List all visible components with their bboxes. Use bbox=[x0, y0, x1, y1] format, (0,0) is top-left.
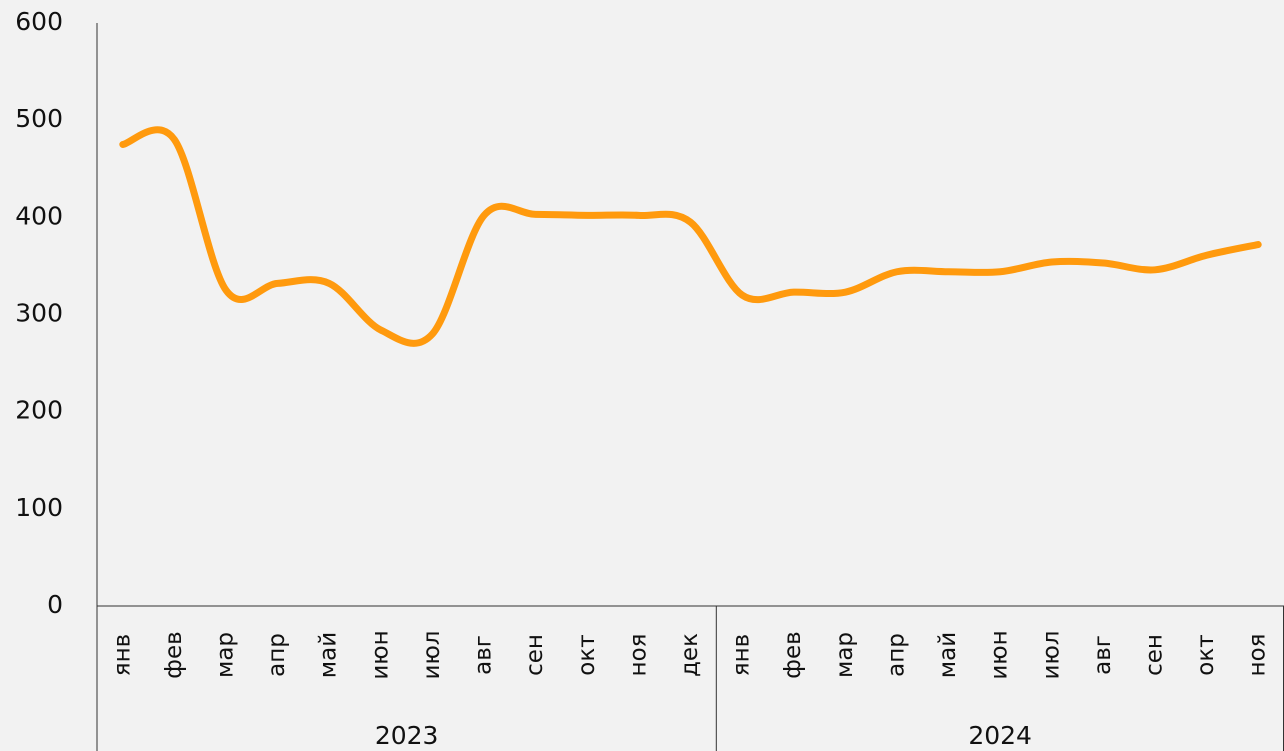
x-tick-label: окт bbox=[574, 634, 600, 675]
group-label: 2023 bbox=[375, 721, 439, 750]
x-tick-label: янв bbox=[109, 634, 135, 676]
x-tick-label: ноя bbox=[625, 634, 651, 677]
x-tick-label: ноя bbox=[1245, 634, 1271, 677]
y-tick-label: 100 bbox=[15, 493, 63, 522]
y-tick-label: 500 bbox=[15, 104, 63, 133]
x-tick-label: дек bbox=[677, 633, 703, 677]
x-tick-label: авг bbox=[471, 635, 497, 675]
x-tick-label: май bbox=[935, 632, 961, 678]
x-tick-label: мар bbox=[832, 632, 858, 678]
x-tick-label: мар bbox=[213, 632, 239, 678]
x-tick-label: июл bbox=[1038, 630, 1064, 679]
x-tick-label: фев bbox=[161, 631, 187, 678]
x-tick-label: май bbox=[316, 632, 342, 678]
x-tick-label: окт bbox=[1193, 634, 1219, 675]
group-label: 2024 bbox=[968, 721, 1032, 750]
y-tick-label: 400 bbox=[15, 201, 63, 230]
x-tick-label: янв bbox=[729, 634, 755, 676]
x-tick-label: сен bbox=[1141, 634, 1167, 676]
y-tick-label: 600 bbox=[15, 7, 63, 36]
y-tick-label: 300 bbox=[15, 299, 63, 328]
x-tick-label: июн bbox=[987, 630, 1013, 679]
line bbox=[119, 126, 1262, 347]
x-tick-label: апр bbox=[883, 633, 909, 677]
x-tick-label: июл bbox=[419, 630, 445, 679]
y-tick-label: 0 bbox=[47, 590, 63, 619]
x-tick-label: авг bbox=[1090, 635, 1116, 675]
x-tick-label: июн bbox=[367, 630, 393, 679]
y-tick-label: 200 bbox=[15, 396, 63, 425]
x-tick-label: фев bbox=[780, 631, 806, 678]
x-tick-label: сен bbox=[522, 634, 548, 676]
x-tick-label: апр bbox=[264, 633, 290, 677]
